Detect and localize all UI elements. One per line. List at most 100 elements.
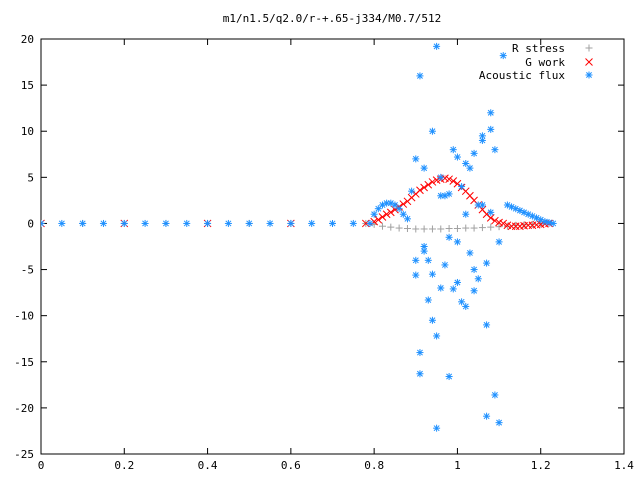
data-point-r-stress: [453, 225, 461, 233]
legend: R stress G work Acoustic flux: [479, 42, 593, 82]
data-point-acoustic-flux: [445, 373, 453, 381]
data-point-acoustic-flux: [183, 219, 191, 227]
data-point-r-stress: [387, 223, 395, 231]
data-point-acoustic-flux: [428, 127, 436, 135]
data-point-acoustic-flux: [370, 210, 378, 218]
data-point-acoustic-flux: [437, 192, 445, 200]
data-point-acoustic-flux: [466, 249, 474, 257]
data-point-g-work: [386, 208, 395, 217]
data-point-acoustic-flux: [266, 219, 274, 227]
data-point-acoustic-flux: [366, 219, 374, 227]
data-point-acoustic-flux: [458, 298, 466, 306]
data-point-acoustic-flux: [120, 219, 128, 227]
data-point-acoustic-flux: [412, 256, 420, 264]
data-point-r-stress: [378, 222, 386, 230]
legend-marker-r-stress: [585, 44, 593, 52]
data-point-acoustic-flux: [412, 271, 420, 279]
data-point-acoustic-flux: [58, 219, 66, 227]
data-point-acoustic-flux: [416, 72, 424, 80]
data-point-r-stress: [437, 225, 445, 233]
data-point-acoustic-flux: [416, 370, 424, 378]
data-point-acoustic-flux: [466, 164, 474, 172]
data-point-r-stress: [503, 222, 511, 230]
y-tick-label: -5: [21, 264, 34, 277]
x-tick-label: 1: [454, 459, 461, 472]
data-point-acoustic-flux: [424, 256, 432, 264]
data-point-g-work: [382, 210, 391, 219]
data-point-acoustic-flux: [449, 285, 457, 293]
data-point-acoustic-flux: [245, 219, 253, 227]
x-tick-label: 0: [38, 459, 45, 472]
data-point-r-stress: [403, 225, 411, 233]
data-point-acoustic-flux: [545, 219, 553, 227]
data-point-acoustic-flux: [441, 261, 449, 269]
data-point-acoustic-flux: [453, 238, 461, 246]
data-point-acoustic-flux: [79, 219, 87, 227]
data-point-r-stress: [495, 223, 503, 231]
data-point-acoustic-flux: [453, 278, 461, 286]
data-point-acoustic-flux: [420, 164, 428, 172]
data-point-acoustic-flux: [99, 219, 107, 227]
data-point-acoustic-flux: [495, 419, 503, 427]
data-point-acoustic-flux: [478, 201, 486, 209]
y-tick-label: 10: [21, 125, 34, 138]
x-tick-label: 0.2: [114, 459, 134, 472]
data-point-acoustic-flux: [487, 109, 495, 117]
data-point-acoustic-flux: [420, 247, 428, 255]
legend-label-r-stress: R stress: [512, 42, 565, 55]
data-point-acoustic-flux: [474, 275, 482, 283]
data-point-acoustic-flux: [204, 219, 212, 227]
y-tick-label: 20: [21, 33, 34, 46]
data-point-g-work: [449, 177, 458, 185]
data-point-acoustic-flux: [437, 284, 445, 292]
data-point-acoustic-flux: [445, 190, 453, 198]
data-point-r-stress: [470, 224, 478, 232]
data-point-acoustic-flux: [470, 149, 478, 157]
data-point-acoustic-flux: [162, 219, 170, 227]
data-point-acoustic-flux: [491, 146, 499, 154]
data-point-g-work: [491, 216, 499, 225]
data-point-acoustic-flux: [329, 219, 336, 227]
x-tick-label: 0.8: [364, 459, 384, 472]
data-point-acoustic-flux: [420, 243, 428, 250]
data-point-acoustic-flux: [483, 412, 491, 420]
data-point-acoustic-flux: [487, 208, 495, 216]
data-point-acoustic-flux: [424, 296, 432, 304]
data-point-acoustic-flux: [412, 155, 420, 163]
data-point-acoustic-flux: [487, 125, 495, 133]
data-point-acoustic-flux: [433, 332, 441, 340]
data-point-acoustic-flux: [408, 187, 416, 195]
data-point-acoustic-flux: [495, 238, 503, 246]
data-point-acoustic-flux: [499, 52, 507, 60]
data-point-acoustic-flux: [453, 153, 461, 161]
data-point-acoustic-flux: [462, 210, 470, 218]
data-point-acoustic-flux: [491, 391, 499, 399]
data-point-r-stress: [395, 224, 403, 232]
data-point-acoustic-flux: [483, 321, 491, 329]
chart-title: m1/n1.5/q2.0/r-+.65-j334/M0.7/512: [223, 12, 442, 25]
data-point-g-work: [416, 186, 424, 195]
data-point-r-stress: [428, 225, 436, 233]
data-point-acoustic-flux: [428, 316, 436, 324]
data-point-acoustic-flux: [399, 210, 407, 218]
y-axis: 20 15 10 5 0 -5 -10 -15 -20 -25: [14, 33, 624, 461]
data-point-r-stress: [478, 224, 486, 232]
data-point-acoustic-flux: [395, 205, 403, 213]
data-point-r-stress: [445, 225, 453, 233]
data-point-acoustic-flux: [470, 287, 478, 295]
data-point-acoustic-flux: [224, 219, 232, 227]
data-point-acoustic-flux: [141, 219, 149, 227]
data-point-g-work: [424, 180, 433, 189]
legend-symbol-g-work: [585, 58, 593, 66]
x-axis: 0 0.2 0.4 0.6 0.8 1 1.2 1.4: [38, 39, 634, 472]
legend-marker-g-work: [585, 58, 593, 66]
data-point-acoustic-flux: [470, 266, 478, 274]
data-point-g-work: [428, 178, 437, 186]
data-point-g-work: [486, 214, 495, 222]
data-point-acoustic-flux: [349, 219, 357, 227]
plot-area: [41, 42, 557, 432]
data-point-g-work: [374, 215, 383, 224]
y-tick-label: -10: [14, 310, 34, 323]
data-point-acoustic-flux: [458, 183, 466, 191]
